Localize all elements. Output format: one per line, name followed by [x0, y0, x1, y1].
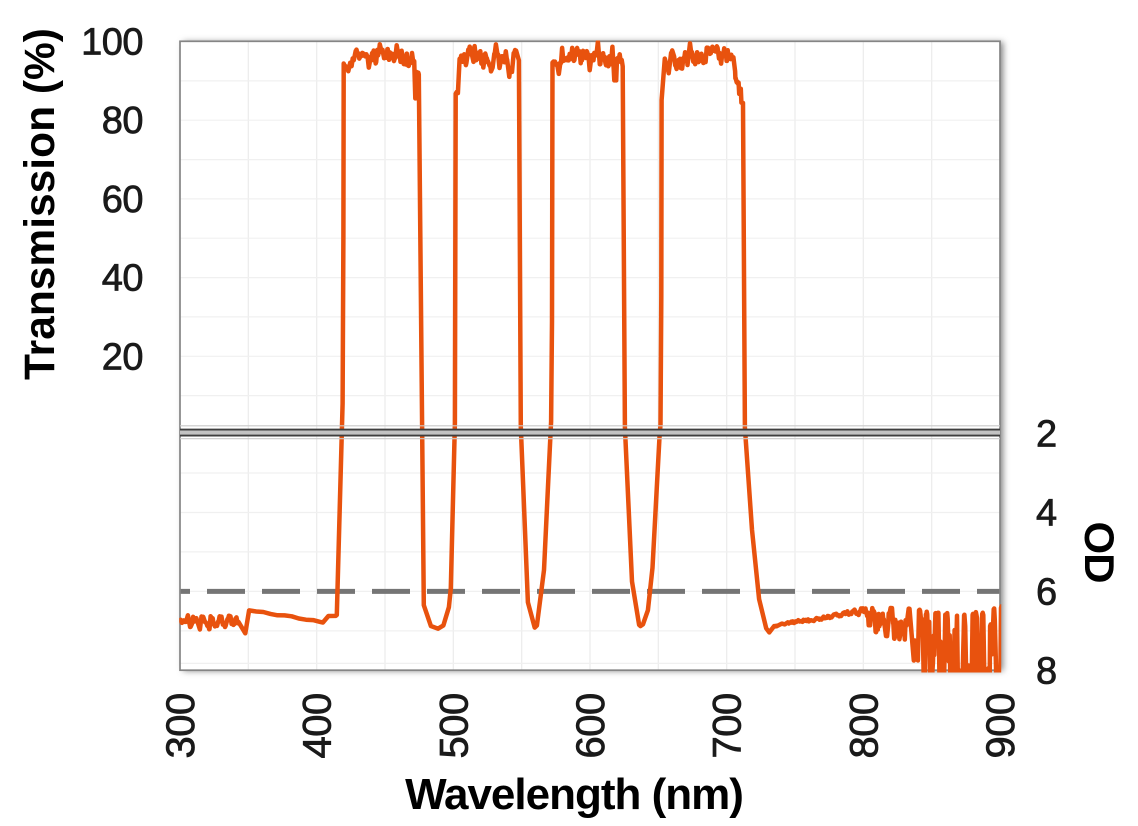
svg-text:800: 800 — [842, 693, 886, 758]
svg-text:900: 900 — [979, 693, 1023, 758]
svg-text:100: 100 — [81, 22, 143, 64]
svg-text:6: 6 — [1036, 571, 1057, 613]
svg-text:2: 2 — [1036, 414, 1057, 456]
svg-text:700: 700 — [706, 693, 750, 758]
svg-text:60: 60 — [102, 179, 143, 221]
svg-text:Transmission (%): Transmission (%) — [17, 28, 64, 380]
svg-text:80: 80 — [102, 100, 143, 142]
svg-text:4: 4 — [1036, 493, 1057, 535]
svg-text:400: 400 — [296, 693, 340, 758]
svg-text:600: 600 — [569, 693, 613, 758]
svg-text:OD: OD — [1076, 522, 1123, 583]
svg-text:500: 500 — [432, 693, 476, 758]
svg-text:Wavelength (nm): Wavelength (nm) — [405, 770, 743, 819]
svg-text:8: 8 — [1036, 650, 1057, 692]
svg-text:40: 40 — [102, 258, 143, 300]
svg-text:20: 20 — [102, 336, 143, 378]
svg-text:300: 300 — [159, 693, 203, 758]
